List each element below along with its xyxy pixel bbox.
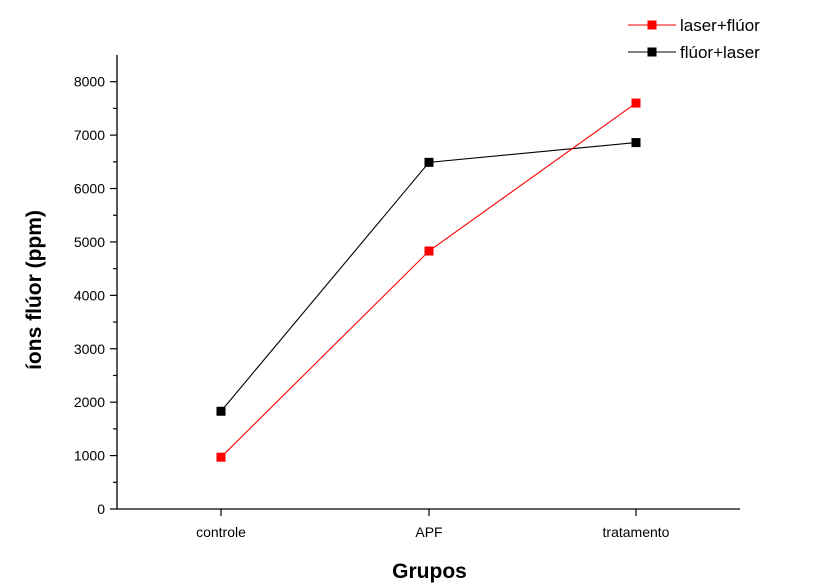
- y-tick-label: 4000: [74, 287, 105, 303]
- y-tick-label: 2000: [74, 394, 105, 410]
- x-tick-label: tratamento: [603, 524, 670, 540]
- y-tick-label: 0: [97, 501, 105, 517]
- series-0: [216, 98, 641, 462]
- y-tick-label: 6000: [74, 181, 105, 197]
- x-axis-title: Grupos: [392, 560, 467, 583]
- legend-label: laser+flúor: [680, 16, 760, 35]
- data-point: [216, 406, 226, 416]
- legend-label: flúor+laser: [680, 43, 760, 62]
- series-line: [220, 102, 637, 458]
- data-point: [424, 246, 434, 256]
- y-tick-label: 8000: [74, 74, 105, 90]
- series-line: [220, 142, 637, 412]
- legend-marker: [647, 47, 657, 57]
- data-point: [631, 138, 641, 148]
- data-point: [424, 157, 434, 167]
- series-1: [216, 138, 641, 416]
- x-tick-label: controle: [196, 524, 246, 540]
- y-tick-label: 7000: [74, 127, 105, 143]
- y-tick-label: 3000: [74, 341, 105, 357]
- x-tick-label: APF: [415, 524, 442, 540]
- legend-marker: [647, 20, 657, 30]
- data-point: [216, 452, 226, 462]
- y-tick-label: 1000: [74, 448, 105, 464]
- tick-marks: 0 1000 2000 3000 4000 5000 6000 7000 8000 control…: [74, 74, 670, 540]
- legend: laser+flúor flúor+laser: [628, 16, 760, 62]
- axes: [116, 55, 740, 510]
- series-layer: [216, 98, 641, 462]
- y-axis-title: íons flúor (ppm): [23, 210, 46, 370]
- data-point: [631, 98, 641, 108]
- legend-item: laser+flúor: [628, 16, 760, 35]
- legend-item: flúor+laser: [628, 43, 760, 62]
- y-tick-label: 5000: [74, 234, 105, 250]
